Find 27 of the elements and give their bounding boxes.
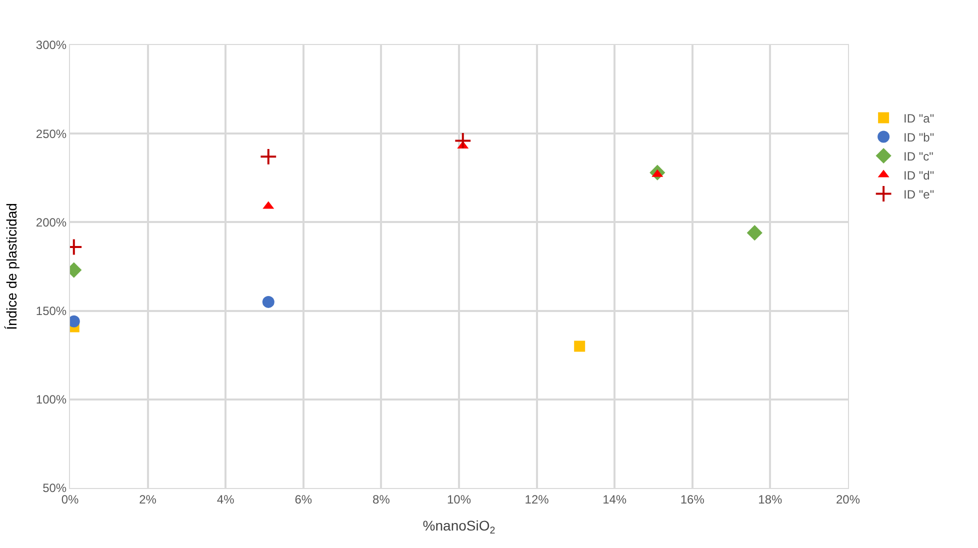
point — [574, 340, 586, 352]
legend-label: ID "d" — [904, 168, 934, 182]
x-tick-label: 18% — [758, 492, 783, 506]
point — [454, 132, 472, 150]
legend-label: ID "e" — [904, 187, 934, 202]
x-tick-label: 2% — [139, 492, 157, 506]
y-tick-label: 100% — [36, 392, 67, 407]
y-tick-label: 200% — [36, 215, 67, 230]
legend-label: ID "a" — [904, 111, 934, 126]
x-tick-label: 12% — [524, 492, 550, 506]
x-axis-title: %nanoSiO$_{2}$ — [422, 518, 496, 537]
y-tick-label: 150% — [36, 304, 67, 318]
y-axis-title: Índice de plasticidad — [3, 203, 20, 330]
point — [746, 225, 762, 241]
y-tick-label: 250% — [36, 126, 67, 141]
point — [260, 148, 278, 166]
y-tick-label: 300% — [36, 38, 67, 52]
x-tick-label: 10% — [446, 492, 472, 506]
x-tick-label: 14% — [602, 492, 627, 506]
x-tick-label: 8% — [372, 492, 390, 506]
legend-label: ID "c" — [904, 149, 934, 164]
legend-label: ID "b" — [904, 130, 934, 144]
x-tick-label: 6% — [294, 492, 312, 506]
point — [262, 296, 274, 308]
x-tick-label: 4% — [216, 492, 235, 506]
x-tick-label: 16% — [680, 492, 705, 506]
x-tick-label: 20% — [836, 492, 860, 506]
